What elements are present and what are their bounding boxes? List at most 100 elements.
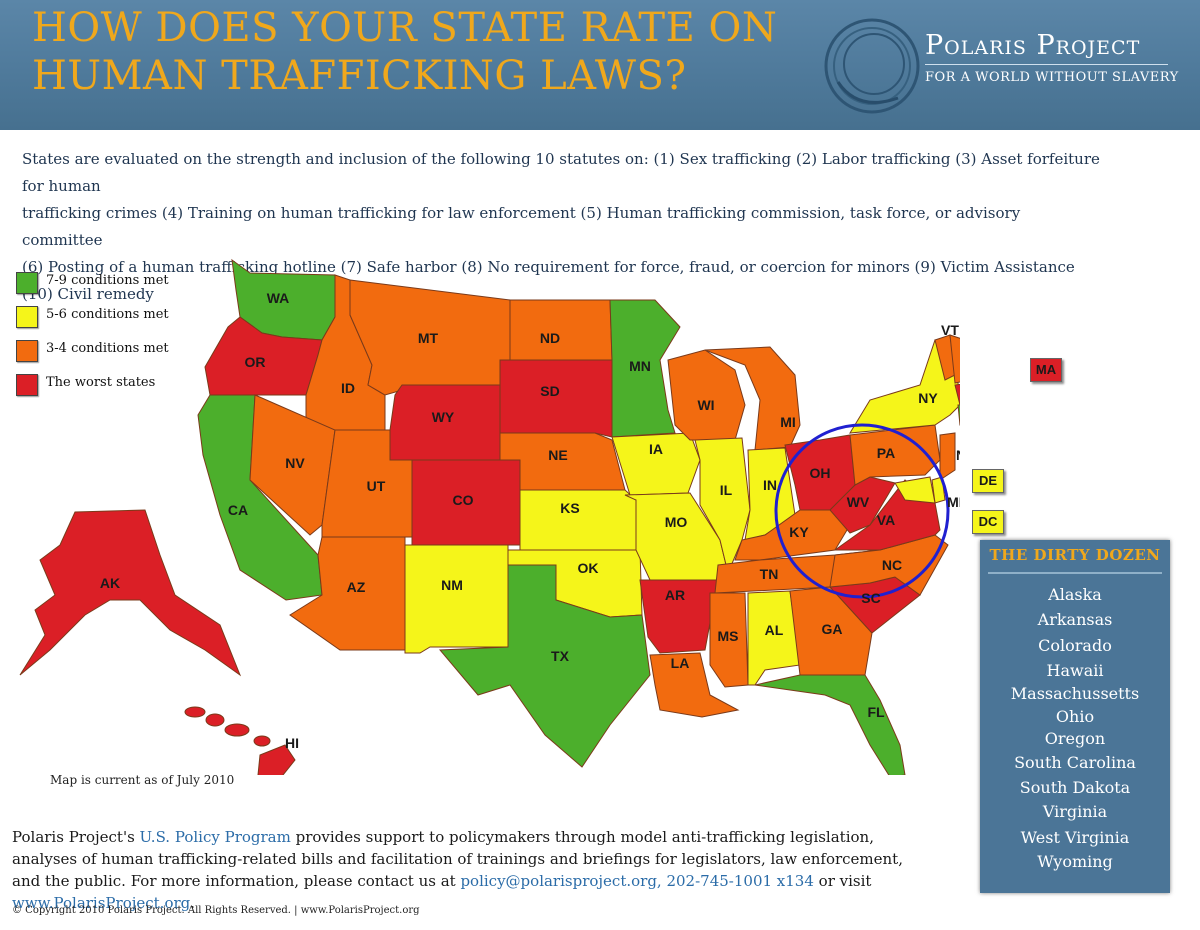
label-WV: WV <box>847 494 870 510</box>
label-KY: KY <box>789 524 809 540</box>
label-TX: TX <box>551 648 570 664</box>
label-AZ: AZ <box>347 579 366 595</box>
label-IA: IA <box>649 441 663 457</box>
tag-DE[interactable]: DE <box>972 469 1004 493</box>
state-NJ[interactable] <box>939 432 956 481</box>
label-LA: LA <box>671 655 690 671</box>
legend-swatch <box>16 340 38 362</box>
legend-item-green: 7-9 conditions met <box>16 270 256 294</box>
dirty-dozen-divider <box>988 572 1162 574</box>
intro-line-4: (10) Civil remedy <box>22 285 154 303</box>
label-SC: SC <box>861 590 880 606</box>
label-AL: AL <box>765 622 784 638</box>
state-CT[interactable] <box>957 403 960 426</box>
website-link[interactable]: www.PolarisProject.org <box>12 894 191 912</box>
label-GA: GA <box>822 621 843 637</box>
label-OH: OH <box>810 465 831 481</box>
polaris-swirl-logo-icon <box>824 18 920 114</box>
state-NH[interactable] <box>949 334 960 384</box>
dirty-dozen-item: Arkansas <box>1037 610 1113 629</box>
dirty-dozen-item: Hawaii <box>1046 661 1104 680</box>
header-banner: HOW DOES YOUR STATE RATE ON HUMAN TRAFFI… <box>0 0 1200 130</box>
dirty-dozen-item: Oregon <box>1044 729 1106 748</box>
dirty-dozen-heading: THE DIRTY DOZEN <box>989 546 1161 564</box>
page-title: HOW DOES YOUR STATE RATE ON HUMAN TRAFFI… <box>32 4 777 100</box>
state-MA[interactable] <box>954 380 960 406</box>
label-IN: IN <box>763 477 777 493</box>
map-date-note: Map is current as of July 2010 <box>50 773 235 787</box>
label-NM: NM <box>441 577 463 593</box>
logo-tagline: FOR A WORLD WITHOUT SLAVERY <box>925 70 1179 85</box>
label-HI: HI <box>285 735 299 751</box>
label-VA: VA <box>877 512 895 528</box>
dirty-dozen-item: South Dakota <box>1019 778 1131 797</box>
state-LA[interactable] <box>649 652 740 718</box>
label-IL: IL <box>720 482 733 498</box>
footer-text-4: . <box>190 894 196 912</box>
label-WA: WA <box>267 290 290 306</box>
state-MN[interactable] <box>609 299 681 438</box>
tag-MA[interactable]: MA <box>1030 358 1062 382</box>
state-SD[interactable] <box>499 359 613 438</box>
intro-line-1: States are evaluated on the strength and… <box>22 150 1100 195</box>
label-TN: TN <box>760 566 779 582</box>
label-AR: AR <box>665 587 685 603</box>
state-IA[interactable] <box>611 432 701 496</box>
label-WI: WI <box>697 397 714 413</box>
intro-line-2: trafficking crimes (4) Training on human… <box>22 204 1021 249</box>
state-WI[interactable] <box>667 349 746 441</box>
state-FL[interactable] <box>754 674 906 775</box>
label-WY: WY <box>432 409 455 425</box>
state-AK[interactable] <box>19 509 242 677</box>
label-SD: SD <box>540 383 559 399</box>
label-OK: OK <box>578 560 599 576</box>
label-NV: NV <box>285 455 305 471</box>
label-NE: NE <box>548 447 567 463</box>
state-TX[interactable] <box>438 564 651 768</box>
label-MN: MN <box>629 358 651 374</box>
copyright-notice: © Copyright 2010 Polaris Project. All Ri… <box>12 905 420 916</box>
label-NC: NC <box>882 557 902 573</box>
label-KS: KS <box>560 500 579 516</box>
state-MD[interactable] <box>894 476 936 504</box>
label-NY: NY <box>918 390 938 406</box>
policy-program-link[interactable]: U.S. Policy Program <box>139 828 291 846</box>
legend-swatch <box>16 306 38 328</box>
label-VT: VT <box>941 322 959 338</box>
legend-label: 3-4 conditions met <box>46 341 169 356</box>
legend-item-yellow: 5-6 conditions met <box>16 304 256 328</box>
footer-paragraph: Polaris Project's U.S. Policy Program pr… <box>12 826 932 914</box>
tag-DC[interactable]: DC <box>972 510 1004 534</box>
label-CO: CO <box>453 492 474 508</box>
dirty-dozen-item: Wyoming <box>1037 852 1113 871</box>
dirty-dozen-item: Virginia <box>1042 802 1108 821</box>
dirty-dozen-item: Alaska <box>1048 585 1102 604</box>
label-MS: MS <box>718 628 739 644</box>
footer-text-3: or visit <box>813 872 872 890</box>
us-states-map: WA OR CA ID NV UT AZ MT WY CO NM ND SD N… <box>19 258 960 775</box>
title-line-2: HUMAN TRAFFICKING LAWS? <box>32 53 687 99</box>
legend-item-orange: 3-4 conditions met <box>16 338 256 362</box>
dirty-dozen-item: West Virginia <box>1020 828 1130 847</box>
legend-label: 5-6 conditions met <box>46 307 169 322</box>
state-KS[interactable] <box>519 489 637 551</box>
label-ID: ID <box>341 380 355 396</box>
logo-divider <box>925 64 1168 65</box>
label-MT: MT <box>418 330 439 346</box>
footer-text-2: provides support to policymakers through… <box>12 828 903 890</box>
legend-item-red: The worst states <box>16 372 256 396</box>
intro-line-3: (6) Posting of a human trafficking hotli… <box>22 258 1075 276</box>
highlight-circle <box>774 423 950 599</box>
state-HI[interactable] <box>184 706 296 775</box>
title-line-1: HOW DOES YOUR STATE RATE ON <box>32 5 778 51</box>
state-NV[interactable] <box>249 394 336 536</box>
footer-text-1: Polaris Project's <box>12 828 140 846</box>
state-ND[interactable] <box>509 299 613 361</box>
label-CA: CA <box>228 502 248 518</box>
contact-link[interactable]: policy@polarisproject.org, 202-745-1001 … <box>460 872 814 890</box>
state-MS[interactable] <box>709 592 749 688</box>
state-NM[interactable] <box>404 544 509 654</box>
state-AR[interactable] <box>639 579 719 654</box>
legend-label: The worst states <box>46 375 156 390</box>
label-MI: MI <box>780 414 796 430</box>
